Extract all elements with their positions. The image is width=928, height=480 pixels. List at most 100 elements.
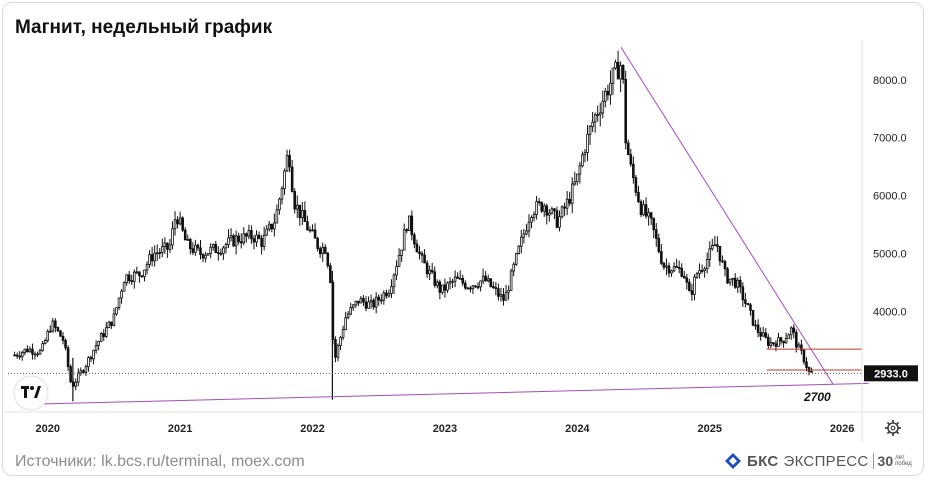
candle bbox=[395, 260, 398, 281]
y-tick-label: 5000.0 bbox=[873, 249, 907, 261]
candle bbox=[112, 308, 116, 327]
candle-body bbox=[74, 381, 78, 387]
candle bbox=[456, 272, 459, 279]
candle-body bbox=[517, 245, 521, 254]
candle-body bbox=[428, 269, 431, 275]
candle bbox=[237, 232, 240, 245]
candle-body bbox=[64, 339, 67, 349]
candle-body bbox=[138, 271, 141, 277]
candle-body bbox=[364, 301, 368, 309]
candle-body bbox=[550, 208, 554, 214]
candle bbox=[349, 302, 353, 316]
candle bbox=[611, 67, 615, 95]
candle bbox=[721, 255, 724, 264]
candle-body bbox=[66, 347, 70, 368]
chart-overlays: 2700 bbox=[8, 47, 869, 405]
candle bbox=[695, 271, 699, 279]
candle-body bbox=[145, 264, 149, 271]
gear-icon[interactable] bbox=[885, 420, 901, 436]
candle bbox=[448, 277, 452, 290]
candle bbox=[372, 298, 375, 310]
candle bbox=[744, 292, 747, 308]
candle bbox=[425, 260, 429, 278]
candle bbox=[245, 232, 248, 243]
candle-body bbox=[199, 247, 202, 255]
candle bbox=[733, 272, 737, 289]
candle bbox=[545, 203, 549, 225]
candle-body bbox=[767, 336, 770, 346]
candle bbox=[632, 156, 635, 184]
candle-body bbox=[120, 290, 123, 299]
candle bbox=[698, 263, 701, 279]
candle-body bbox=[578, 165, 582, 175]
candle bbox=[601, 90, 605, 119]
candle-body bbox=[430, 269, 434, 273]
candle-body bbox=[397, 255, 401, 267]
candle-body bbox=[33, 353, 37, 356]
candle bbox=[262, 226, 266, 251]
candle bbox=[278, 197, 281, 215]
candle bbox=[155, 244, 159, 261]
candle-body bbox=[54, 320, 57, 328]
candle-body bbox=[481, 275, 485, 282]
candle-body bbox=[267, 223, 271, 230]
candle bbox=[339, 335, 342, 351]
candle-body bbox=[568, 198, 571, 204]
candle-body bbox=[616, 61, 620, 80]
candle-body bbox=[133, 271, 136, 282]
brand-anniversary: 30 bbox=[877, 453, 894, 469]
candle bbox=[596, 105, 599, 122]
candle-body bbox=[446, 282, 449, 291]
candle bbox=[751, 309, 755, 327]
candle bbox=[336, 343, 340, 362]
candle bbox=[522, 228, 526, 244]
candle-body bbox=[346, 313, 350, 319]
candle bbox=[738, 276, 742, 294]
candle-body bbox=[176, 219, 179, 225]
candle bbox=[196, 243, 200, 251]
candle-body bbox=[354, 300, 358, 306]
candle-body bbox=[295, 204, 299, 210]
candle bbox=[28, 346, 32, 353]
candle-body bbox=[51, 320, 55, 332]
candle bbox=[387, 289, 391, 298]
candle bbox=[441, 284, 444, 295]
candle bbox=[586, 124, 589, 162]
candle bbox=[135, 266, 139, 275]
candle bbox=[250, 225, 253, 244]
candle bbox=[675, 258, 678, 269]
candle-body bbox=[41, 343, 44, 351]
candle bbox=[362, 295, 365, 306]
brand-express: ЭКСПРЕСС bbox=[783, 452, 869, 470]
candle-body bbox=[718, 245, 722, 262]
candle bbox=[227, 229, 230, 248]
candle-body bbox=[273, 222, 276, 230]
candle-body bbox=[219, 252, 223, 255]
candle bbox=[609, 70, 612, 105]
candle bbox=[471, 284, 475, 294]
candle bbox=[677, 260, 681, 274]
candle bbox=[693, 274, 696, 301]
candle-body bbox=[570, 183, 574, 204]
candle bbox=[56, 326, 60, 333]
candle-body bbox=[464, 282, 467, 289]
candle bbox=[520, 229, 523, 254]
bks-logo-icon bbox=[725, 453, 741, 469]
candle-body bbox=[148, 254, 151, 265]
y-tick-label: 6000.0 bbox=[873, 191, 907, 203]
candle-body bbox=[84, 366, 88, 373]
candle-body bbox=[629, 154, 633, 165]
candle-body bbox=[784, 338, 788, 344]
candle bbox=[558, 210, 561, 232]
candle bbox=[772, 342, 775, 347]
candle bbox=[548, 209, 551, 222]
candle-body bbox=[232, 235, 235, 247]
candle bbox=[176, 216, 179, 229]
candle bbox=[672, 262, 676, 273]
candle-body bbox=[779, 337, 783, 342]
tradingview-logo-icon[interactable] bbox=[13, 375, 49, 411]
candle-body bbox=[158, 252, 162, 254]
candle bbox=[87, 356, 90, 372]
candle-body bbox=[716, 244, 719, 247]
